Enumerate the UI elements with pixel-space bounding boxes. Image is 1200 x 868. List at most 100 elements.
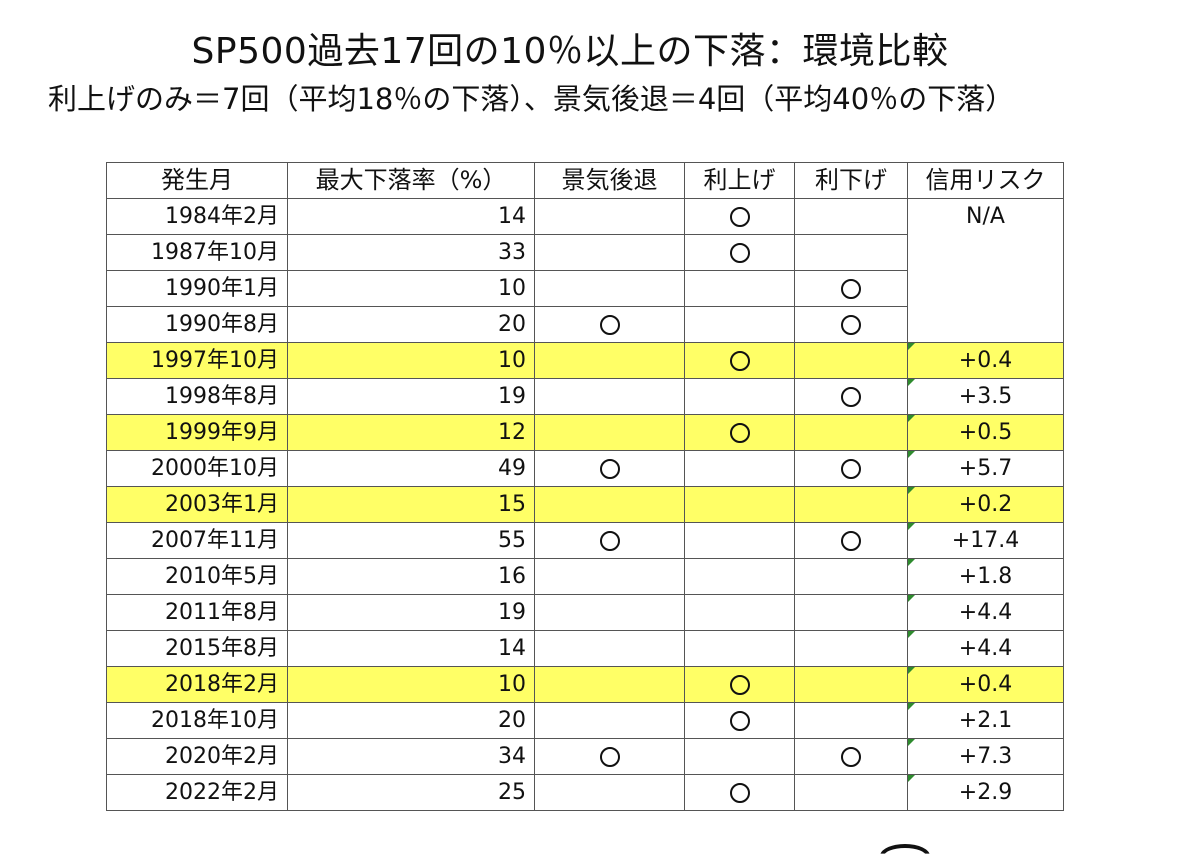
cell-month: 1990年1月: [106, 270, 288, 307]
table-header-row: 発生月 最大下落率（%） 景気後退 利上げ 利下げ 信用リスク: [106, 162, 1064, 199]
cell-recession: [534, 306, 685, 343]
cell-recession: [534, 522, 685, 559]
cell-max-drop: 12: [287, 414, 535, 451]
cell-month: 1990年8月: [106, 306, 288, 343]
cell-rate-cut: [794, 486, 908, 523]
cell-max-drop: 33: [287, 234, 535, 271]
cell-recession: [534, 702, 685, 739]
cell-rate-hike: [684, 306, 795, 343]
cell-comment-flag-icon: [908, 559, 915, 566]
cell-recession: [534, 738, 685, 775]
cell-comment-flag-icon: [908, 703, 915, 710]
circle-mark-icon: [729, 675, 750, 695]
cell-max-drop: 25: [287, 774, 535, 811]
cell-month: 2018年2月: [106, 666, 288, 703]
cell-rate-cut: [794, 558, 908, 595]
cell-recession: [534, 594, 685, 631]
cell-month: 2022年2月: [106, 774, 288, 811]
cell-comment-flag-icon: [908, 451, 915, 458]
cell-credit-risk: +2.9: [907, 774, 1064, 811]
cell-rate-hike: [684, 666, 795, 703]
cell-max-drop: 55: [287, 522, 535, 559]
credit-risk-value: +17.4: [951, 528, 1020, 553]
cell-month: 2015年8月: [106, 630, 288, 667]
cell-month: 2007年11月: [106, 522, 288, 559]
circle-mark-icon: [729, 711, 750, 731]
cell-recession: [534, 630, 685, 667]
credit-risk-value: +0.5: [958, 420, 1013, 445]
header-credit-risk: 信用リスク: [907, 162, 1064, 199]
cell-month: 1997年10月: [106, 342, 288, 379]
cell-month: 2000年10月: [106, 450, 288, 487]
cell-max-drop: 49: [287, 450, 535, 487]
circle-mark-icon: [841, 279, 861, 299]
cell-credit-risk: +0.5: [907, 414, 1064, 451]
credit-risk-value: +5.7: [958, 456, 1013, 481]
cell-month: 1984年2月: [106, 198, 288, 235]
cell-rate-hike: [684, 702, 795, 739]
cell-rate-cut: [794, 594, 908, 631]
cell-comment-flag-icon: [908, 487, 915, 494]
table-row: 2018年2月 10 +0.4: [106, 666, 1064, 703]
cell-rate-cut: [794, 198, 908, 235]
cell-comment-flag-icon: [908, 739, 915, 746]
cell-comment-flag-icon: [908, 343, 915, 350]
circle-mark-icon: [729, 243, 750, 263]
cell-month: 1999年9月: [106, 414, 288, 451]
cell-month: 2011年8月: [106, 594, 288, 631]
table-row: 1998年8月 19 +3.5: [106, 378, 1064, 415]
cell-recession: [534, 666, 685, 703]
cell-credit-risk: +7.3: [907, 738, 1064, 775]
cell-comment-flag-icon: [908, 415, 915, 422]
cell-rate-hike: [684, 450, 795, 487]
cell-month: 2003年1月: [106, 486, 288, 523]
cell-recession: [534, 342, 685, 379]
credit-risk-value: +2.1: [958, 708, 1013, 733]
cell-month: 1987年10月: [106, 234, 288, 271]
cell-max-drop: 19: [287, 594, 535, 631]
cell-rate-hike: [684, 234, 795, 271]
table-row: 1984年2月 14 N/A: [106, 198, 1064, 343]
cell-max-drop: 14: [287, 630, 535, 667]
table-row: 2020年2月 34 +7.3: [106, 738, 1064, 775]
cell-credit-risk: +0.4: [907, 666, 1064, 703]
cell-max-drop: 15: [287, 486, 535, 523]
circle-mark-icon: [841, 315, 861, 335]
cell-credit-risk: +17.4: [907, 522, 1064, 559]
cell-rate-cut: [794, 270, 908, 307]
cell-rate-cut: [794, 414, 908, 451]
credit-risk-value: +7.3: [958, 744, 1013, 769]
cell-rate-hike: [684, 522, 795, 559]
cell-rate-cut: [794, 702, 908, 739]
circle-mark-icon: [599, 315, 620, 335]
table-row: 1987年10月 33: [106, 234, 1064, 271]
circle-mark-icon: [841, 531, 861, 551]
cell-recession: [534, 198, 685, 235]
cell-rate-hike: [684, 738, 795, 775]
cell-rate-cut: [794, 342, 908, 379]
cell-rate-hike: [684, 270, 795, 307]
header-recession: 景気後退: [534, 162, 685, 199]
cell-max-drop: 10: [287, 342, 535, 379]
table-row: 2010年5月 16 +1.8: [106, 558, 1064, 595]
table-row: 2015年8月 14 +4.4: [106, 630, 1064, 667]
circle-mark-icon: [841, 747, 861, 767]
cell-rate-cut: [794, 306, 908, 343]
circle-mark-icon: [841, 459, 861, 479]
cell-recession: [534, 774, 685, 811]
cell-recession: [534, 486, 685, 523]
table-row: 1999年9月 12 +0.5: [106, 414, 1064, 451]
cell-comment-flag-icon: [908, 631, 915, 638]
cell-credit-risk: +3.5: [907, 378, 1064, 415]
circle-mark-icon: [729, 351, 750, 371]
credit-risk-value: +3.5: [958, 384, 1013, 409]
header-max-drop: 最大下落率（%）: [287, 162, 535, 199]
credit-risk-value: +0.4: [958, 348, 1013, 373]
circle-mark-icon: [841, 387, 861, 407]
cell-rate-cut: [794, 630, 908, 667]
credit-risk-value: +4.4: [958, 636, 1013, 661]
page-subtitle: 利上げのみ＝7回（平均18％の下落）、景気後退＝4回（平均40％の下落）: [48, 82, 1015, 116]
table-row: 2018年10月 20 +2.1: [106, 702, 1064, 739]
cell-rate-hike: [684, 594, 795, 631]
cell-credit-risk: +4.4: [907, 594, 1064, 631]
